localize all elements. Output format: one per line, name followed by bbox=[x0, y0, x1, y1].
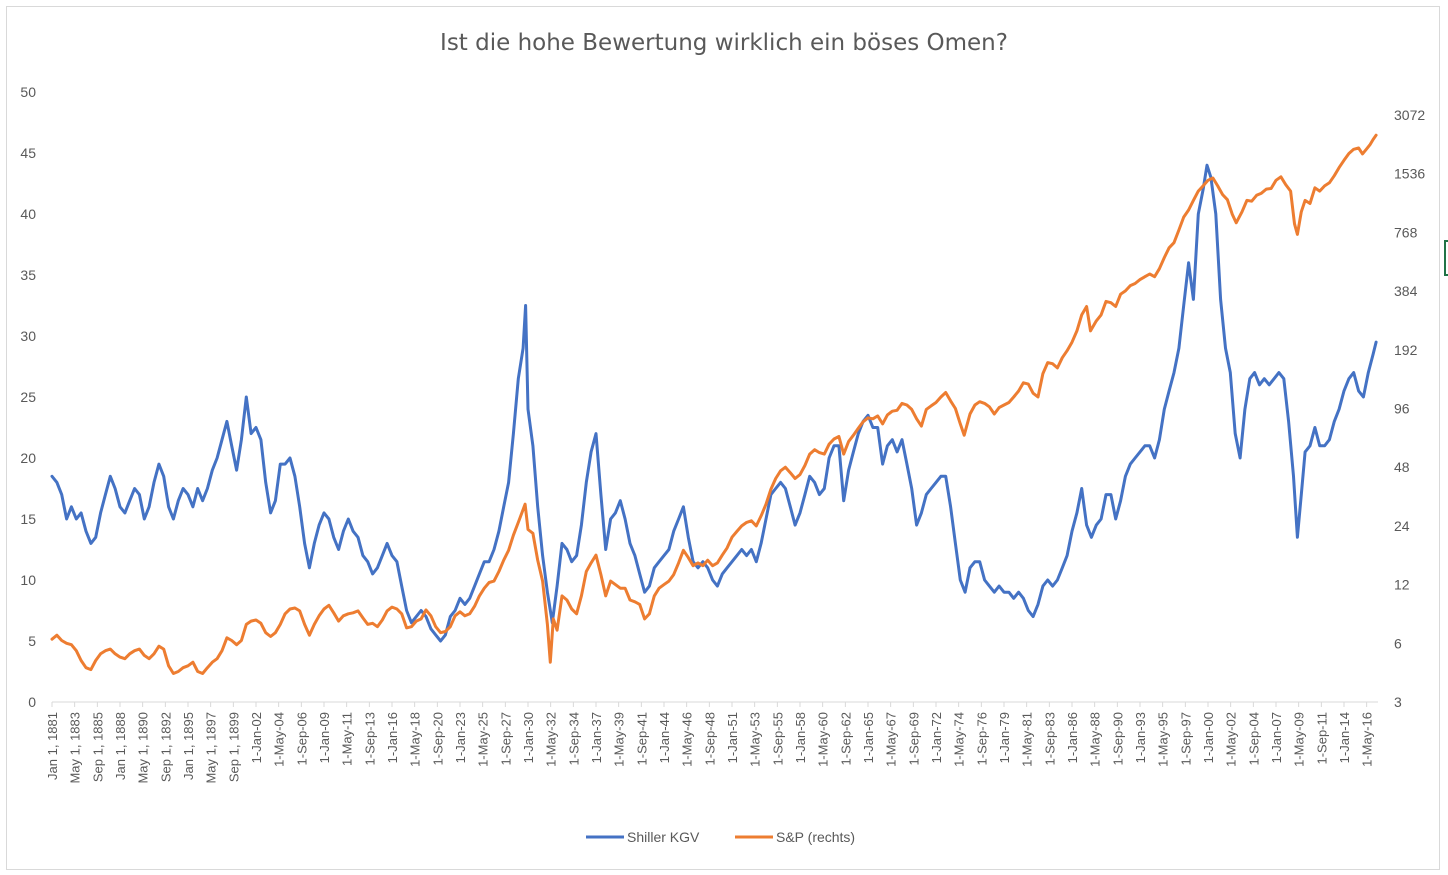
x-tick-label: 1-May-25 bbox=[476, 712, 491, 767]
x-tick-label: 1-Sep-04 bbox=[1246, 712, 1261, 765]
x-tick-label: 1-Sep-41 bbox=[634, 712, 649, 765]
x-tick-label: 1-May-53 bbox=[748, 712, 763, 767]
y-axis-right: 3 6 12 24 48 96 192 384 768 1536 3072 bbox=[1394, 107, 1425, 710]
y-right-tick-label: 24 bbox=[1394, 518, 1410, 534]
chart-title: Ist die hohe Bewertung wirklich ein böse… bbox=[440, 30, 1008, 56]
x-tick-label: Jan 1, 1895 bbox=[181, 712, 196, 780]
x-tick-label: 1-Jan-14 bbox=[1337, 712, 1352, 763]
y-left-tick-label: 5 bbox=[28, 633, 36, 649]
x-tick-label: 1-May-02 bbox=[1224, 712, 1239, 767]
y-left-tick-label: 0 bbox=[28, 694, 36, 710]
x-tick-label: Sep 1, 1899 bbox=[226, 712, 241, 782]
x-tick-label: 1-May-16 bbox=[1360, 712, 1375, 767]
x-tick-label: 1-Sep-69 bbox=[906, 712, 921, 765]
x-tick-label: 1-Jan-58 bbox=[793, 712, 808, 763]
y-left-tick-label: 20 bbox=[20, 450, 36, 466]
y-right-tick-label: 384 bbox=[1394, 283, 1418, 299]
x-tick-label: 1-Jan-72 bbox=[929, 712, 944, 763]
x-tick-label: Sep 1, 1885 bbox=[90, 712, 105, 782]
x-tick-label: 1-Jan-51 bbox=[725, 712, 740, 763]
x-tick-label: 1-Sep-55 bbox=[770, 712, 785, 765]
y-right-tick-label: 6 bbox=[1394, 635, 1402, 651]
x-tick-label: 1-Jan-79 bbox=[997, 712, 1012, 763]
x-tick-label: 1-Jan-00 bbox=[1201, 712, 1216, 763]
x-tick-label: 1-Jan-07 bbox=[1269, 712, 1284, 763]
x-tick-label: 1-Jan-93 bbox=[1133, 712, 1148, 763]
x-tick-label: May 1, 1897 bbox=[204, 712, 219, 784]
y-right-tick-label: 1536 bbox=[1394, 166, 1425, 182]
y-axis-left: 0 5 10 15 20 25 30 35 40 45 50 bbox=[20, 84, 36, 710]
x-tick-label: Jan 1, 1881 bbox=[45, 712, 60, 780]
x-tick-label: 1-Sep-83 bbox=[1042, 712, 1057, 765]
x-tick-label: May 1, 1883 bbox=[68, 712, 83, 784]
y-left-tick-label: 50 bbox=[20, 84, 36, 100]
y-left-tick-label: 10 bbox=[20, 572, 36, 588]
series-line-sp-rechts bbox=[50, 133, 1378, 675]
x-tick-label: 1-Jan-30 bbox=[521, 712, 536, 763]
y-left-tick-label: 15 bbox=[20, 511, 36, 527]
y-left-tick-label: 45 bbox=[20, 145, 36, 161]
y-left-tick-label: 35 bbox=[20, 267, 36, 283]
x-tick-label: 1-May-18 bbox=[408, 712, 423, 767]
x-tick-label: 1-Jan-09 bbox=[317, 712, 332, 763]
chart-frame bbox=[6, 6, 1440, 870]
x-tick-label: 1-May-95 bbox=[1156, 712, 1171, 767]
x-tick-label: 1-Sep-97 bbox=[1178, 712, 1193, 765]
x-tick-label: Sep 1, 1892 bbox=[158, 712, 173, 782]
y-right-tick-label: 3 bbox=[1394, 694, 1402, 710]
x-tick-label: 1-May-60 bbox=[816, 712, 831, 767]
x-tick-label: 1-Sep-62 bbox=[838, 712, 853, 765]
y-right-tick-label: 48 bbox=[1394, 459, 1410, 475]
x-axis: Jan 1, 1881 May 1, 1883 Sep 1, 1885 Jan 1, … bbox=[45, 702, 1375, 784]
x-tick-label: 1-Sep-06 bbox=[294, 712, 309, 765]
x-tick-label: 1-Sep-90 bbox=[1110, 712, 1125, 765]
x-tick-label: 1-Jan-37 bbox=[589, 712, 604, 763]
x-tick-label: 1-May-39 bbox=[612, 712, 627, 767]
x-tick-label: 1-Jan-44 bbox=[657, 712, 672, 763]
series-group bbox=[50, 133, 1378, 675]
y-right-tick-label: 3072 bbox=[1394, 107, 1425, 123]
x-tick-label: 1-May-32 bbox=[544, 712, 559, 767]
x-tick-label: Jan 1, 1888 bbox=[113, 712, 128, 780]
y-left-tick-label: 30 bbox=[20, 328, 36, 344]
x-tick-label: 1-May-11 bbox=[340, 712, 355, 766]
x-tick-label: 1-Jan-02 bbox=[249, 712, 264, 763]
x-tick-label: 1-Sep-20 bbox=[430, 712, 445, 765]
y-right-tick-label: 768 bbox=[1394, 224, 1418, 240]
x-tick-label: 1-Sep-11 bbox=[1314, 712, 1329, 765]
legend-label: S&P (rechts) bbox=[776, 829, 855, 845]
x-tick-label: 1-Sep-13 bbox=[362, 712, 377, 765]
y-right-tick-label: 12 bbox=[1394, 577, 1410, 593]
x-tick-label: 1-Sep-48 bbox=[702, 712, 717, 765]
x-tick-label: 1-Jan-65 bbox=[861, 712, 876, 763]
legend: Shiller KGV S&P (rechts) bbox=[586, 829, 855, 845]
y-left-tick-label: 25 bbox=[20, 389, 36, 405]
selection-handle[interactable] bbox=[1444, 240, 1448, 276]
x-tick-label: 1-May-67 bbox=[884, 712, 899, 767]
series-line-shiller-kgv bbox=[50, 163, 1378, 643]
x-tick-label: 1-Jan-16 bbox=[385, 712, 400, 763]
x-tick-label: 1-Sep-76 bbox=[974, 712, 989, 765]
x-tick-label: 1-May-46 bbox=[680, 712, 695, 767]
x-tick-label: 1-May-88 bbox=[1088, 712, 1103, 767]
x-tick-label: 1-Sep-34 bbox=[566, 712, 581, 765]
legend-label: Shiller KGV bbox=[627, 829, 700, 845]
x-tick-label: May 1, 1890 bbox=[136, 712, 151, 784]
x-tick-label: 1-Jan-23 bbox=[453, 712, 468, 763]
x-tick-label: 1-May-09 bbox=[1292, 712, 1307, 767]
x-tick-label: 1-Sep-27 bbox=[498, 712, 513, 765]
y-right-tick-label: 192 bbox=[1394, 342, 1418, 358]
x-tick-label: 1-May-74 bbox=[952, 712, 967, 767]
x-tick-label: 1-May-81 bbox=[1020, 712, 1035, 767]
y-left-tick-label: 40 bbox=[20, 206, 36, 222]
x-tick-label: 1-May-04 bbox=[272, 712, 287, 767]
y-right-tick-label: 96 bbox=[1394, 401, 1410, 417]
x-tick-label: 1-Jan-86 bbox=[1065, 712, 1080, 763]
